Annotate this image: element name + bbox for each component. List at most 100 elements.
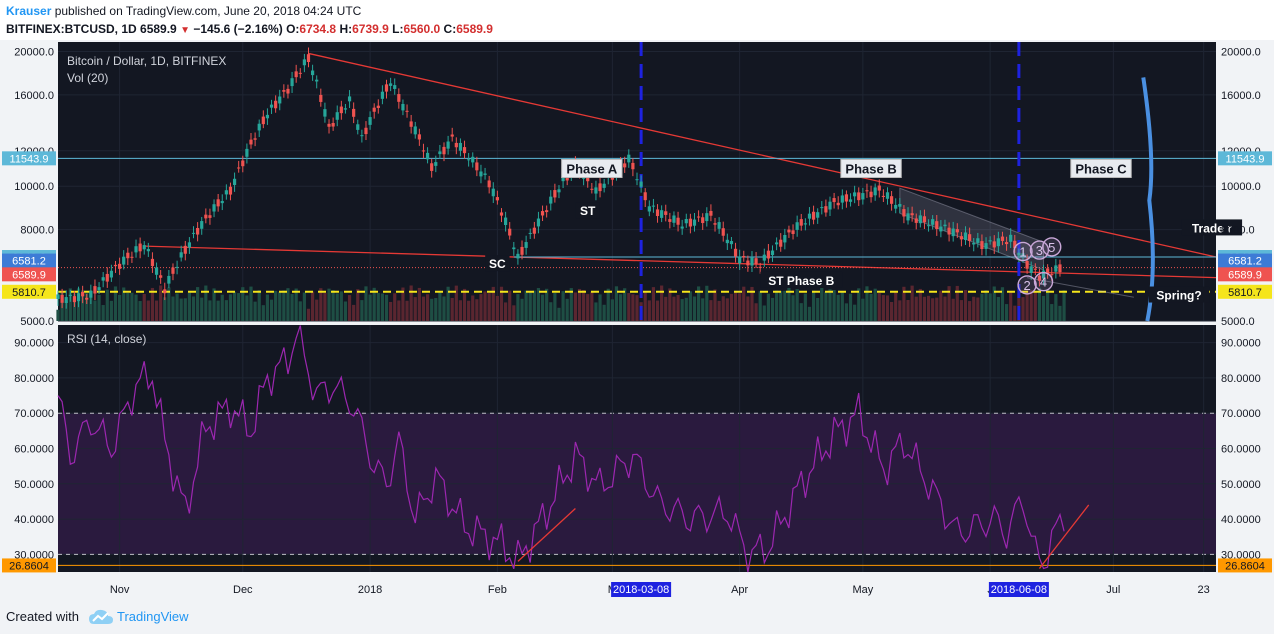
- candle-body: [175, 266, 179, 268]
- volume-bar: [869, 293, 873, 321]
- volume-bar: [963, 290, 968, 321]
- phase-annotation-1: Phase B: [845, 161, 896, 176]
- volume-bar: [1041, 295, 1046, 321]
- volume-bar: [315, 299, 319, 321]
- candle-body: [561, 177, 565, 182]
- chart-area[interactable]: Phase A Phase B Phase C ST SC ST Phase B Sprin…: [0, 40, 1274, 600]
- volume-bar: [376, 292, 380, 321]
- candle-body: [688, 218, 692, 227]
- volume-bar: [163, 297, 167, 321]
- volume-bar: [405, 300, 409, 321]
- price-label-right-2: 6581.2: [1228, 256, 1262, 268]
- volume-bar: [1029, 290, 1033, 321]
- candle-body: [988, 240, 992, 242]
- candle-body: [413, 126, 417, 135]
- volume-bar: [766, 293, 771, 321]
- volume-bar: [922, 296, 927, 321]
- volume-bar: [130, 292, 134, 321]
- candle-body: [126, 252, 130, 259]
- candle-body: [963, 232, 968, 240]
- candle-body: [881, 195, 885, 197]
- candle-body: [910, 213, 914, 216]
- rsi-tick-left-6: 30.0000: [14, 549, 54, 561]
- volume-bar: [487, 293, 491, 321]
- volume-bar: [257, 290, 261, 321]
- price-label-right-bg-2: [1218, 253, 1272, 268]
- price-label-right-bg-0: [1218, 151, 1272, 166]
- volume-bar: [1021, 297, 1025, 321]
- candle-body: [586, 175, 590, 182]
- volume-bar: [770, 297, 775, 321]
- volume-bar: [799, 303, 803, 321]
- candle-body: [717, 222, 721, 229]
- candlesticks: [56, 47, 1062, 309]
- candle-body: [696, 216, 701, 218]
- volume-bar: [894, 291, 898, 321]
- candle-body: [889, 196, 894, 204]
- candle-body: [520, 246, 524, 255]
- volume-bar: [545, 288, 549, 321]
- candle-body: [803, 223, 807, 225]
- volume-bar: [212, 288, 216, 321]
- volume-bar: [1013, 305, 1017, 321]
- candle-body: [154, 267, 159, 275]
- price-tick-left-1: 16000.0: [14, 90, 54, 102]
- candle-body: [397, 94, 401, 102]
- tradingview-link[interactable]: TradingView: [117, 609, 189, 624]
- candle-body: [742, 255, 746, 258]
- volume-bar: [93, 300, 97, 321]
- candle-body: [179, 252, 183, 258]
- candle-body: [824, 206, 828, 213]
- volume-bar: [676, 295, 680, 321]
- volume-bar: [540, 294, 545, 321]
- volume-bar: [635, 295, 639, 321]
- volume-bar: [360, 300, 364, 321]
- candle-body: [894, 204, 898, 209]
- volume-bar: [1033, 291, 1037, 321]
- x-tick-0: Nov: [110, 584, 130, 596]
- candle-body: [286, 88, 290, 94]
- candle-body: [454, 142, 458, 148]
- volume-bar: [553, 293, 557, 321]
- volume-bar: [512, 305, 516, 321]
- candle-body: [56, 294, 60, 299]
- candle-body: [705, 213, 709, 222]
- channel-extension: [1027, 277, 1134, 298]
- volume-bar: [253, 301, 257, 321]
- volume-bar: [343, 301, 348, 321]
- volume-bar: [462, 288, 467, 321]
- date-marker-1: 2018-06-08: [991, 584, 1047, 596]
- author-name[interactable]: Krauser: [6, 4, 52, 18]
- volume-bar: [175, 293, 179, 321]
- volume-bar: [840, 291, 844, 321]
- phase-annotation-0: Phase A: [566, 161, 617, 176]
- rsi-pane[interactable]: RSI (14, close): [57, 325, 1216, 573]
- candle-body: [1017, 252, 1021, 256]
- rsi-line: [57, 325, 1065, 573]
- candle-body: [335, 112, 339, 120]
- candle-body: [430, 163, 434, 171]
- volume-bar: [532, 290, 536, 321]
- high-label: H:: [339, 22, 353, 36]
- candle-body: [594, 187, 598, 194]
- rsi-tick-left-2: 70.0000: [14, 408, 54, 420]
- volume-bar: [191, 296, 196, 321]
- volume-bar: [113, 286, 118, 321]
- price-pane[interactable]: Phase A Phase B Phase C ST SC ST Phase B Sprin…: [56, 42, 1243, 572]
- candle-body: [549, 196, 553, 204]
- down-arrow-icon: ▼: [180, 25, 190, 36]
- volume-bar: [159, 285, 163, 321]
- volume-bar: [729, 293, 734, 321]
- volume-bar: [409, 285, 413, 321]
- candle-body: [545, 210, 549, 213]
- volume-bar: [742, 286, 746, 321]
- volume-bar: [701, 298, 705, 321]
- wave-circle-0: [1013, 241, 1033, 262]
- volume-bar: [680, 299, 684, 321]
- price-label-left-bg-2: [2, 253, 56, 268]
- rsi-tick-left-1: 80.0000: [14, 373, 54, 385]
- tradingview-cloud-icon[interactable]: [88, 608, 114, 626]
- annotation-bg-5: [760, 271, 843, 288]
- candle-body: [109, 270, 113, 278]
- candle-body: [368, 117, 372, 125]
